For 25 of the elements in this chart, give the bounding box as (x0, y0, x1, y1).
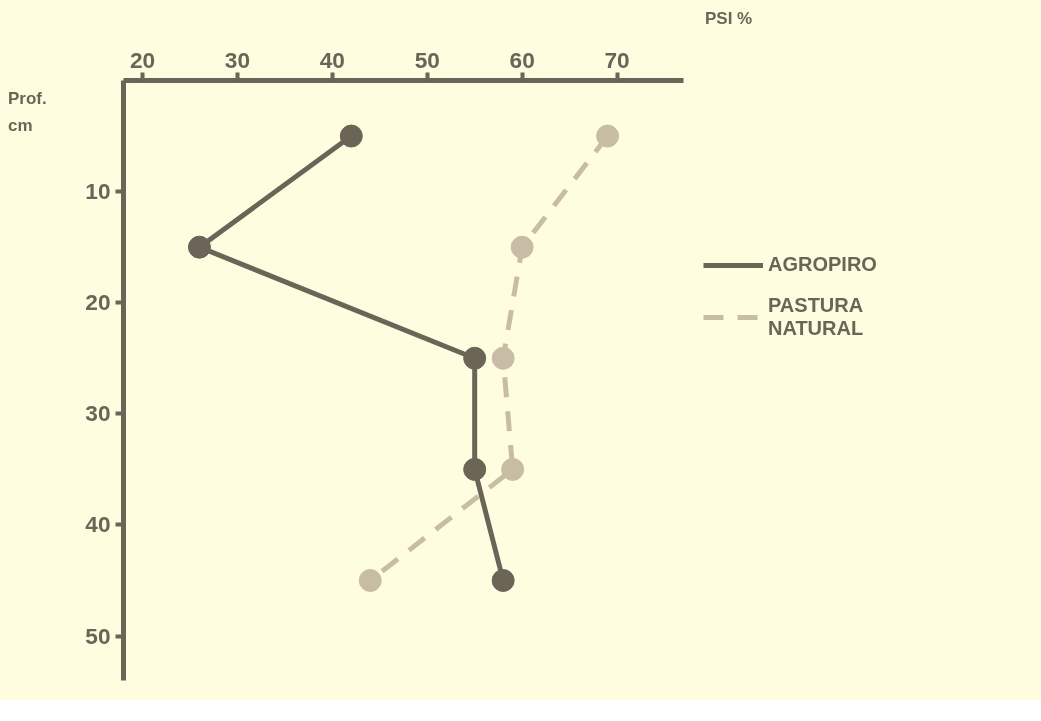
x-tick-label: 70 (604, 46, 630, 73)
y-tick-label: 40 (85, 511, 111, 538)
x-tick-label: 30 (224, 46, 250, 73)
x-tick-label: 60 (509, 46, 535, 73)
point (491, 346, 515, 370)
y-axis-title: Prof. cm (8, 88, 47, 138)
point (501, 457, 525, 481)
point (463, 457, 487, 481)
y-tick-label: 50 (85, 622, 111, 649)
x-tick-label: 50 (414, 46, 440, 73)
y-tick-label: 30 (85, 400, 111, 427)
point (358, 569, 382, 592)
point (491, 569, 515, 592)
x-tick-label: 40 (319, 46, 345, 73)
y-tick-label: 20 (85, 289, 111, 316)
x-tick-label: 20 (129, 46, 156, 73)
y-tick-label: 10 (85, 178, 111, 205)
point (463, 346, 487, 370)
point (187, 235, 211, 259)
legend-label: AGROPIRO (768, 253, 877, 276)
point (510, 235, 534, 259)
x-axis-title: PSI % (705, 8, 753, 30)
legend-label: PASTURA NATURAL (768, 294, 864, 340)
point (596, 124, 620, 148)
point (339, 124, 363, 148)
